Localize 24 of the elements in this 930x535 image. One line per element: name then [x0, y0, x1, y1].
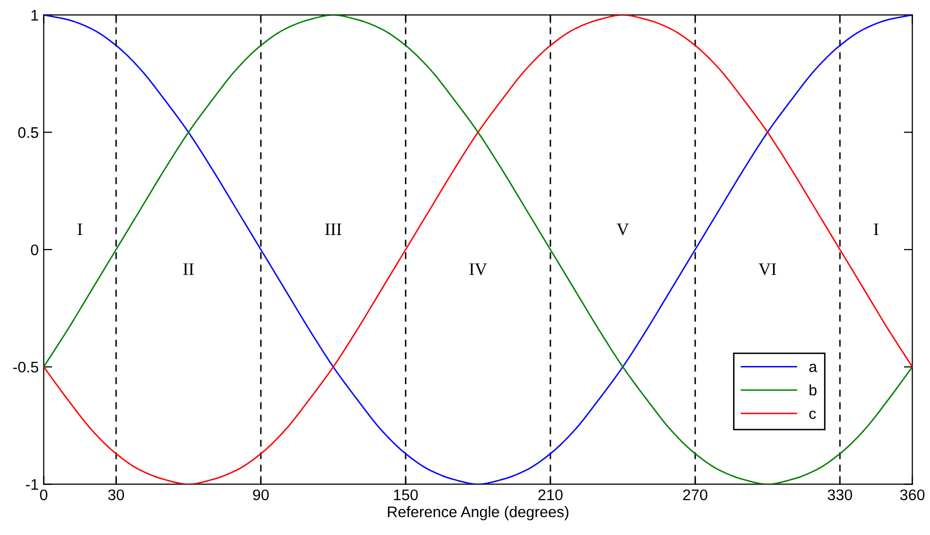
annotation: V	[616, 224, 629, 236]
annotation: II	[183, 263, 194, 275]
x-tick-label: 0	[40, 489, 48, 500]
x-tick-label: 330	[828, 489, 852, 500]
y-tick-label: -0.5	[13, 362, 38, 373]
legend-label: b	[810, 384, 816, 396]
x-tick-label: 150	[394, 489, 418, 500]
legend-label: c	[809, 410, 816, 419]
annotation: VI	[758, 263, 776, 276]
x-tick-label: 270	[683, 489, 708, 500]
x-tick-label: 30	[108, 489, 124, 500]
annotation: I	[78, 224, 82, 235]
annotation: I	[874, 224, 878, 235]
annotation: III	[325, 224, 342, 235]
x-tick-label: 360	[900, 489, 924, 500]
y-tick-label: 1	[32, 10, 38, 21]
legend-label: a	[809, 364, 818, 372]
x-tick-label: 210	[538, 489, 563, 500]
x-axis-title: Reference Angle (degrees)	[388, 506, 568, 520]
y-tick-label: 0.5	[18, 127, 38, 138]
x-tick-label: 90	[253, 489, 269, 500]
y-tick-label: -1	[26, 479, 38, 490]
annotation: IV	[469, 263, 487, 276]
y-tick-label: 0	[30, 244, 38, 256]
